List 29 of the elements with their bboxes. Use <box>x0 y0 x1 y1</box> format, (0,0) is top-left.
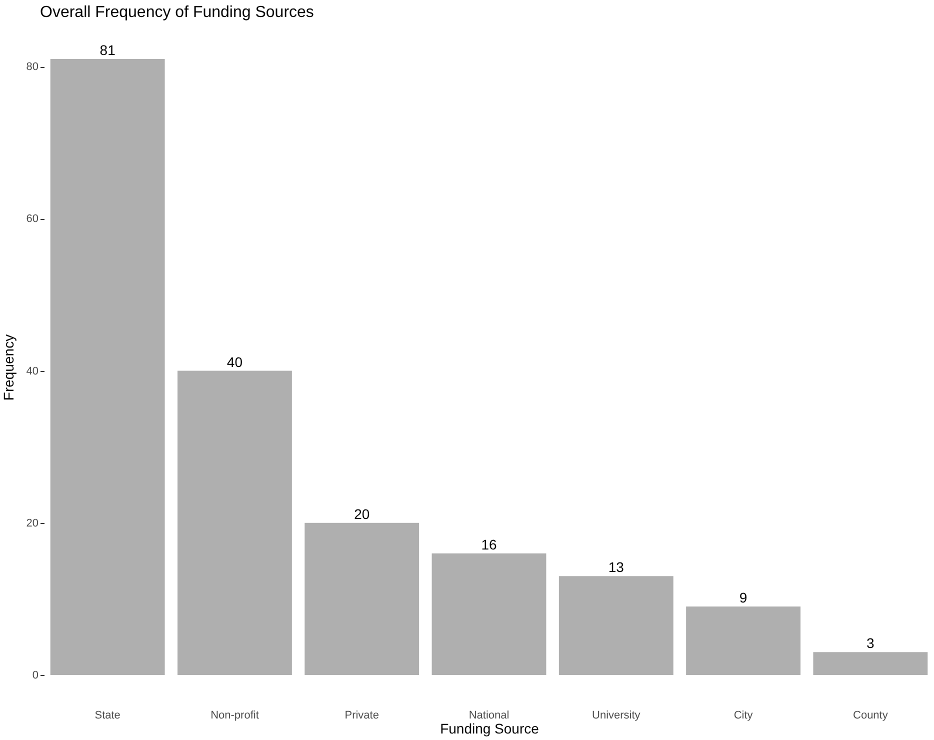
data-label: 40 <box>226 354 243 370</box>
data-label: 9 <box>739 590 748 606</box>
bar <box>304 522 420 675</box>
bar <box>50 59 165 675</box>
x-axis-title: Funding Source <box>440 720 540 736</box>
y-tick-label: 80 <box>26 61 38 74</box>
data-label: 20 <box>354 506 370 522</box>
y-tick-label: 40 <box>26 365 38 378</box>
x-tick-label: City <box>734 710 754 722</box>
chart-title: Overall Frequency of Funding Sources <box>40 4 314 21</box>
x-tick-label: State <box>94 710 120 722</box>
x-tick-label: Private <box>344 710 379 722</box>
x-tick-label: Non-profit <box>210 710 259 722</box>
bar <box>558 576 674 675</box>
y-tick-label: 20 <box>26 517 38 530</box>
data-label: 13 <box>608 559 624 576</box>
x-tick-label: National <box>468 710 510 722</box>
y-tick-label: 60 <box>26 213 38 226</box>
bar <box>686 606 800 675</box>
data-label: 16 <box>481 536 497 552</box>
y-axis-title: Frequency <box>0 334 16 401</box>
data-label: 81 <box>100 42 116 58</box>
data-label: 3 <box>866 635 875 652</box>
y-tick-label: 0 <box>32 670 38 682</box>
x-tick-label: University <box>592 710 641 722</box>
x-tick-label: County <box>853 710 888 722</box>
bar <box>432 553 546 675</box>
bar <box>178 370 292 675</box>
bar <box>813 652 928 675</box>
